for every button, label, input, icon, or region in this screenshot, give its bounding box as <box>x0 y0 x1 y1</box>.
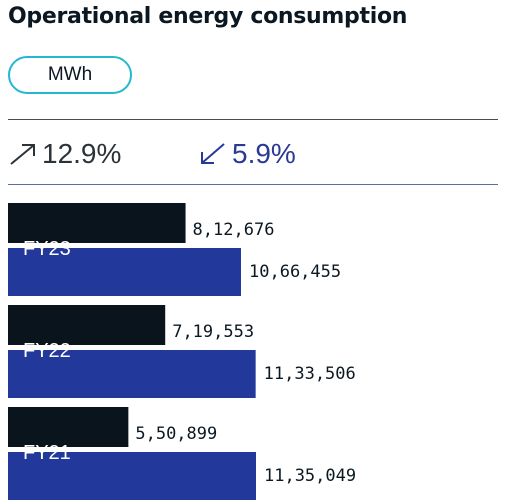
value-label-fy22-series-1: 7,19,553 <box>172 322 254 342</box>
bar-fy23-series-1 <box>8 203 186 243</box>
bottom-divider <box>8 184 498 185</box>
bar-fy22-series-2 <box>8 350 256 398</box>
arrow-down-left-icon <box>201 143 225 164</box>
bar-chart: FY23 8,12,676 10,66,455 FY22 7,19,553 11,33,5… <box>8 203 356 500</box>
category-label-fy21: FY21 <box>23 442 71 464</box>
chart-title: Operational energy consumption <box>8 4 408 29</box>
value-label-fy22-series-2: 11,33,506 <box>264 364 356 384</box>
increase-value: 12.9% <box>42 138 122 169</box>
category-label-fy23: FY23 <box>23 238 71 260</box>
unit-badge: MWh <box>8 56 132 94</box>
bar-fy21-series-1 <box>8 407 129 447</box>
category-label-fy22: FY22 <box>23 340 71 362</box>
bar-fy23-series-2 <box>8 248 241 296</box>
value-label-fy23-series-1: 8,12,676 <box>193 220 275 240</box>
value-label-fy21-series-2: 11,35,049 <box>264 466 356 486</box>
arrow-up-right-icon <box>10 144 35 165</box>
bar-fy21-series-2 <box>8 452 256 500</box>
top-divider <box>8 119 498 120</box>
decrease-value: 5.9% <box>232 138 296 169</box>
value-label-fy21-series-1: 5,50,899 <box>135 424 217 444</box>
increase-indicator: 12.9% <box>8 138 121 170</box>
value-label-fy23-series-2: 10,66,455 <box>249 262 341 282</box>
bar-fy22-series-1 <box>8 305 166 345</box>
decrease-indicator: 5.9% <box>198 138 296 170</box>
